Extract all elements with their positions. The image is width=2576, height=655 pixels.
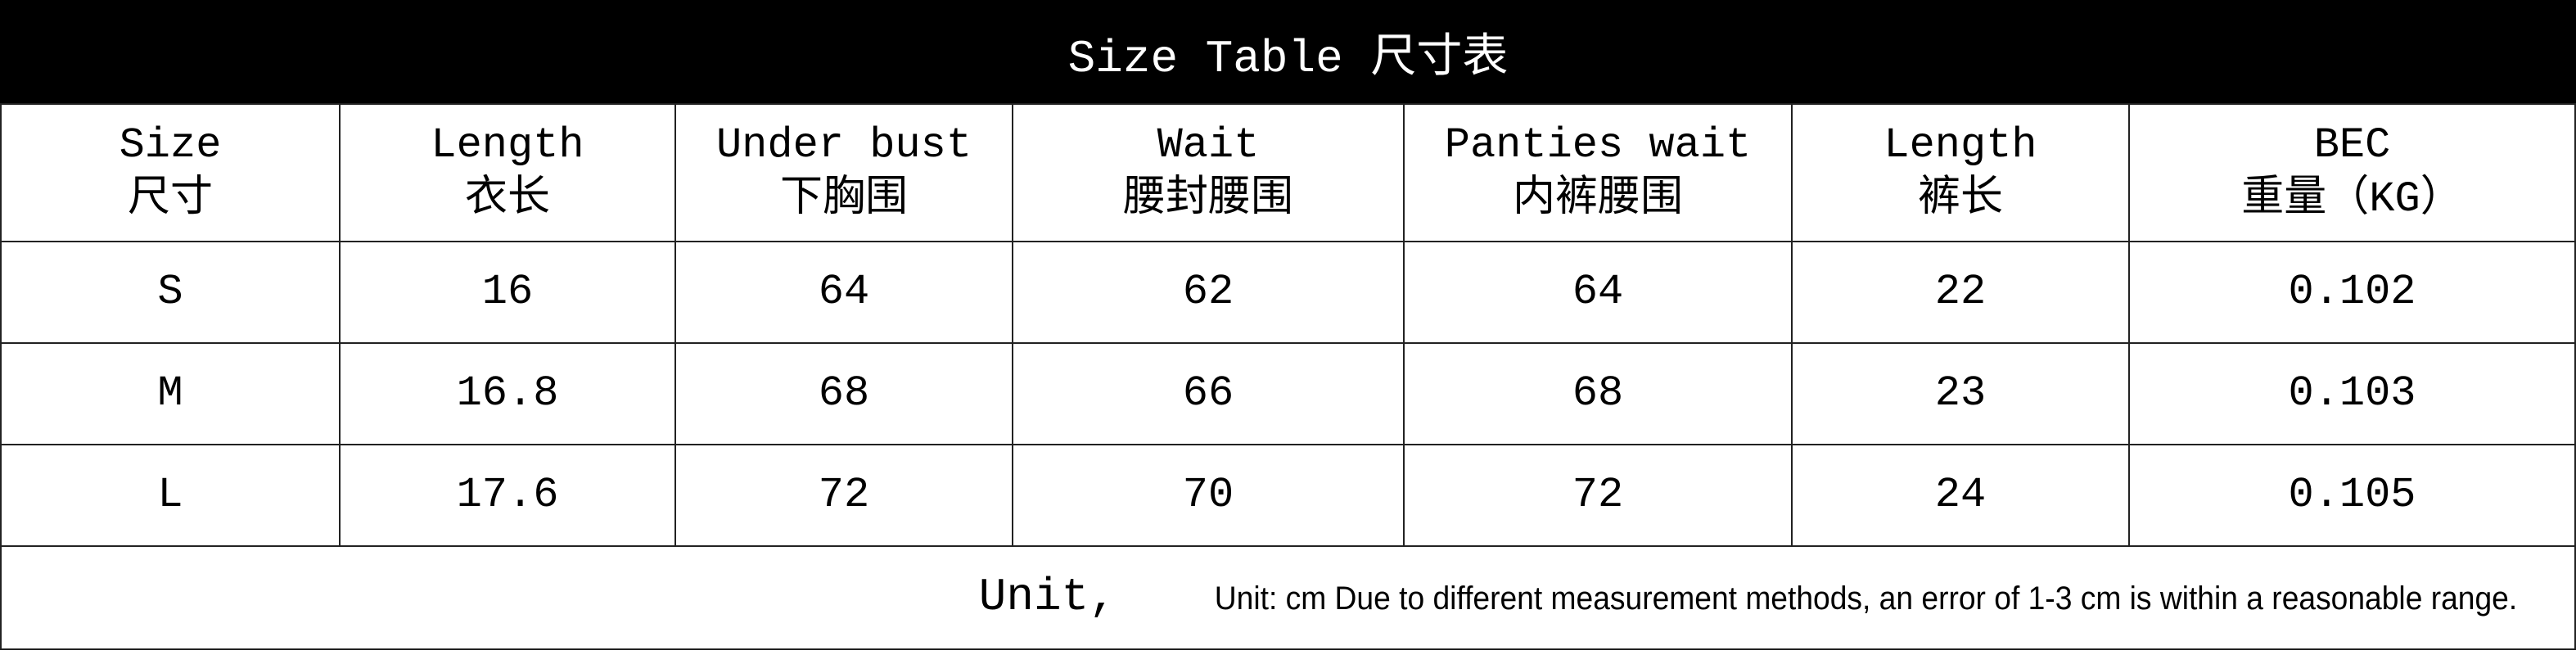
footer-row: Unit, Unit: cm Due to different measureme…	[0, 545, 2576, 650]
table-row: M 16.8 68 66 68 23 0.103	[0, 342, 2576, 445]
column-header-en: Under bust	[715, 121, 972, 169]
column-header-zh: 裤长	[1917, 175, 2003, 224]
column-header-en: Panties wait	[1444, 121, 1752, 169]
table-cell: 68	[674, 342, 1013, 445]
column-header: Panties wait 内裤腰围	[1403, 103, 1793, 242]
table-row: L 17.6 72 70 72 24 0.105	[0, 444, 2576, 547]
column-header-en: BEC	[2313, 121, 2391, 169]
column-header-zh: 下胸围	[779, 175, 908, 224]
column-header-zh: 衣长	[464, 175, 550, 224]
column-header: Under bust 下胸围	[674, 103, 1013, 242]
footer-cell: Unit, Unit: cm Due to different measureme…	[0, 545, 2576, 650]
table-cell: M	[0, 342, 341, 445]
column-header-zh: 重量（KG）	[2241, 175, 2463, 224]
unit-label: Unit,	[978, 571, 1117, 623]
table-title: Size Table 尺寸表	[0, 0, 2576, 103]
table-cell: 16.8	[339, 342, 676, 445]
table-cell: 16	[339, 241, 676, 344]
table-cell: 17.6	[339, 444, 676, 547]
column-header-en: Wait	[1157, 121, 1260, 169]
header-row: Size 尺寸 Length 衣长 Under bust 下胸围 Wait 腰封腰围 Panti…	[0, 103, 2576, 242]
column-header-en: Size	[119, 121, 222, 169]
column-header: Length 衣长	[339, 103, 676, 242]
table-cell: 0.105	[2128, 444, 2576, 547]
size-table: Size 尺寸 Length 衣长 Under bust 下胸围 Wait 腰封腰围 Panti…	[0, 103, 2576, 650]
table-cell: 0.103	[2128, 342, 2576, 445]
table-cell: 0.102	[2128, 241, 2576, 344]
column-header-zh: 腰封腰围	[1122, 175, 1293, 224]
column-header: BEC 重量（KG）	[2128, 103, 2576, 242]
table-cell: 72	[674, 444, 1013, 547]
column-header-en: Length	[1884, 121, 2037, 169]
column-header: Wait 腰封腰围	[1012, 103, 1405, 242]
table-cell: 68	[1403, 342, 1793, 445]
table-cell: 72	[1403, 444, 1793, 547]
table-cell: 24	[1791, 444, 2130, 547]
table-cell: 23	[1791, 342, 2130, 445]
column-header: Length 裤长	[1791, 103, 2130, 242]
table-row: S 16 64 62 64 22 0.102	[0, 241, 2576, 344]
column-header: Size 尺寸	[0, 103, 341, 242]
table-cell: 62	[1012, 241, 1405, 344]
table-cell: 64	[674, 241, 1013, 344]
measurement-note: Unit: cm Due to different measurement me…	[1214, 580, 2517, 617]
table-cell: S	[0, 241, 341, 344]
table-cell: 66	[1012, 342, 1405, 445]
column-header-zh: 尺寸	[127, 175, 213, 224]
column-header-zh: 内裤腰围	[1512, 175, 1683, 224]
table-cell: 22	[1791, 241, 2130, 344]
table-cell: 70	[1012, 444, 1405, 547]
table-cell: L	[0, 444, 341, 547]
table-cell: 64	[1403, 241, 1793, 344]
column-header-en: Length	[431, 121, 584, 169]
